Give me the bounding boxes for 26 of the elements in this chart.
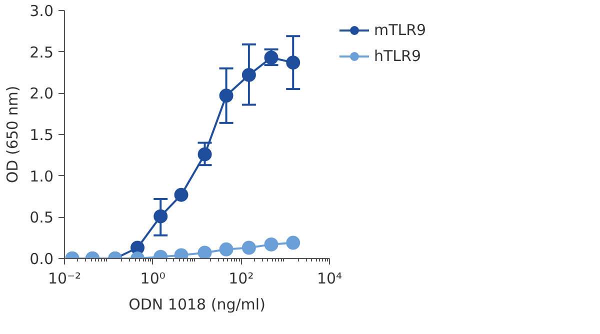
point [264,237,278,252]
y-tick-label: 0.0 [30,250,54,268]
x-tick-label: 10⁻² [48,270,82,288]
y-tick-label: 1.5 [30,126,54,144]
y-axis-title: OD (650 nm) [4,86,22,184]
y-tick-label: 2.0 [30,84,54,103]
y-tick-label: 2.5 [30,43,54,62]
point [219,88,234,103]
y-tick-label: 0.5 [30,208,54,227]
x-tick-label: 10⁰ [140,270,166,288]
point [242,68,256,82]
point [219,242,234,256]
point [286,236,300,250]
point [174,188,188,202]
point [154,209,168,224]
legend-label: mTLR9 [374,21,426,39]
legend-label: hTLR9 [374,47,421,65]
y-tick-label: 3.0 [30,2,54,20]
x-axis-title: ODN 1018 (ng/ml) [128,296,266,314]
x-tick-label: 10² [228,270,254,288]
point [198,246,212,258]
point [198,147,212,162]
point [286,56,300,70]
x-tick-label: 10⁴ [316,270,342,288]
point [242,240,256,255]
y-tick-label: 1.0 [30,167,54,186]
